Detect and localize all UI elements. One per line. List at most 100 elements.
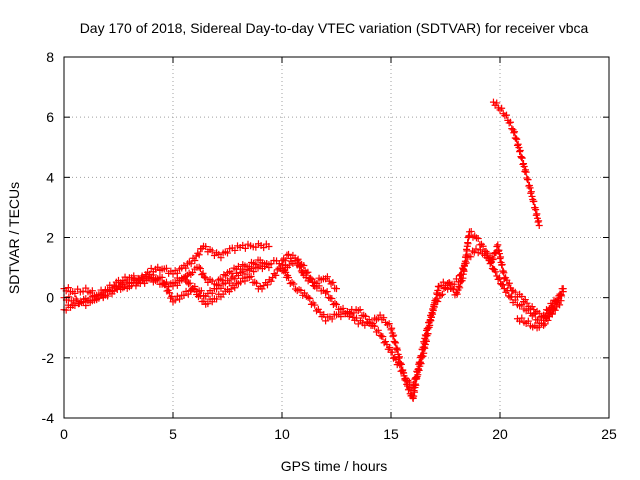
data-point: [385, 320, 393, 328]
data-point: [285, 274, 293, 282]
data-point: [414, 365, 422, 373]
data-point: [208, 289, 216, 297]
data-point: [337, 313, 345, 321]
data-point: [410, 381, 418, 389]
data-point: [524, 317, 532, 325]
data-point: [365, 316, 373, 324]
data-point: [182, 264, 190, 272]
data-point: [510, 129, 518, 137]
data-point: [331, 299, 339, 307]
data-point: [457, 270, 465, 278]
data-point: [411, 375, 419, 383]
data-point: [185, 258, 193, 266]
data-point: [189, 285, 197, 293]
data-point: [300, 262, 308, 270]
data-points: [60, 98, 567, 402]
data-point: [140, 277, 148, 285]
data-point: [328, 295, 336, 303]
data-point: [290, 280, 298, 288]
data-point: [328, 315, 336, 323]
data-point: [362, 312, 370, 320]
data-point: [224, 249, 231, 257]
data-point: [547, 309, 555, 317]
data-point: [64, 284, 72, 292]
data-point: [551, 306, 559, 314]
data-point: [506, 118, 514, 126]
data-point: [505, 279, 513, 287]
data-point: [291, 257, 299, 265]
data-point: [508, 293, 516, 301]
data-point: [438, 290, 446, 298]
data-point: [72, 295, 80, 303]
data-point: [128, 279, 136, 287]
data-point: [518, 301, 526, 309]
data-point: [200, 273, 208, 281]
data-point: [231, 275, 239, 283]
data-point: [241, 277, 249, 285]
data-point: [297, 286, 305, 294]
data-point: [434, 297, 442, 305]
data-point: [308, 276, 316, 284]
data-point: [518, 154, 526, 162]
data-point: [427, 313, 435, 321]
data-point: [352, 314, 360, 322]
data-point: [360, 311, 368, 319]
data-point: [496, 106, 504, 114]
data-point: [374, 326, 382, 334]
data-point: [548, 310, 556, 318]
data-point: [521, 168, 529, 176]
data-point: [514, 140, 522, 148]
data-point: [329, 278, 337, 286]
data-point: [513, 135, 521, 143]
data-point: [217, 284, 225, 292]
data-point: [306, 294, 314, 302]
data-point: [556, 301, 564, 309]
data-point: [202, 274, 210, 282]
data-point: [307, 300, 315, 308]
data-point: [263, 281, 271, 289]
data-point: [479, 242, 487, 250]
data-point: [303, 269, 311, 277]
data-point: [515, 144, 523, 152]
data-point: [429, 307, 437, 315]
data-point: [444, 285, 452, 293]
data-point: [467, 253, 475, 261]
x-axis-label: GPS time / hours: [281, 458, 388, 474]
data-point: [400, 369, 408, 377]
data-point: [270, 270, 278, 278]
data-point: [315, 282, 323, 290]
data-point: [527, 189, 535, 197]
data-point: [518, 292, 526, 300]
data-point: [391, 338, 399, 346]
data-point: [82, 301, 90, 309]
data-point: [184, 290, 192, 298]
x-tick-label: 0: [60, 426, 68, 442]
data-point: [516, 148, 524, 156]
data-point: [429, 305, 437, 313]
data-point: [231, 284, 239, 292]
data-point: [499, 281, 507, 289]
data-point: [121, 283, 129, 291]
data-point: [197, 287, 205, 295]
data-point: [540, 321, 548, 329]
data-point: [322, 317, 330, 325]
axis-ticks: 0 5 10 15 20 25 -4 -2 0 2 4 6 8: [42, 49, 617, 442]
data-point: [503, 286, 511, 294]
data-point: [88, 297, 96, 305]
y-tick-label: 6: [46, 109, 54, 125]
data-point: [503, 111, 511, 119]
data-point: [409, 380, 417, 388]
data-point: [194, 249, 202, 257]
data-point: [453, 290, 461, 298]
x-tick-label: 25: [601, 426, 617, 442]
data-point: [418, 352, 426, 360]
chart-title: Day 170 of 2018, Sidereal Day-to-day VTE…: [80, 20, 589, 36]
data-point: [241, 244, 249, 252]
data-point: [149, 271, 157, 279]
series-track-g: [513, 297, 565, 332]
data-point: [208, 247, 216, 255]
series-track-f: [489, 98, 543, 229]
data-point: [456, 284, 464, 292]
data-point: [158, 273, 166, 281]
